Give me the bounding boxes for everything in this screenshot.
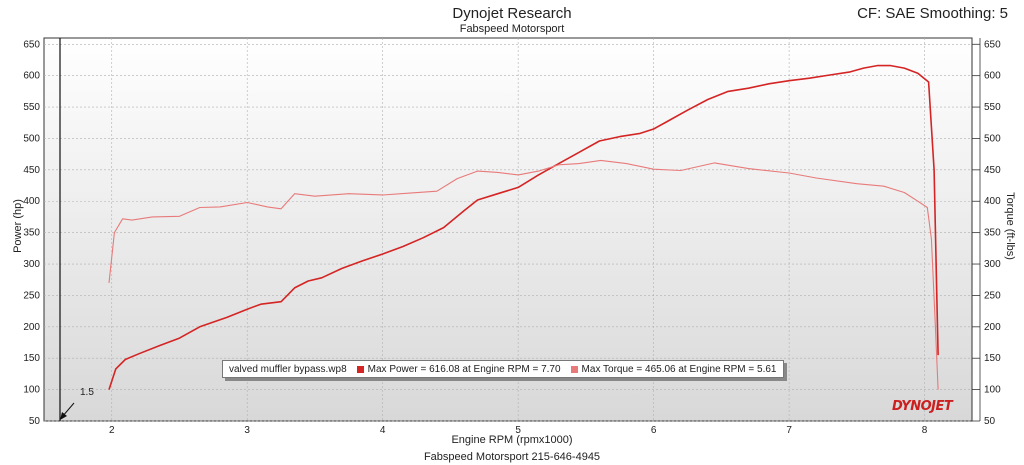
legend: valved muffler bypass.wp8 Max Power = 61… — [222, 360, 784, 378]
dynojet-logo: DYNOJET — [892, 399, 953, 414]
cursor-label: 1.5 — [80, 387, 94, 398]
y-tick-label-left: 350 — [23, 228, 40, 239]
y-tick-label-right: 550 — [984, 102, 1001, 113]
chart-title: Dynojet Research — [452, 5, 572, 22]
y-tick-label-left: 450 — [23, 165, 40, 176]
y-tick-label-right: 100 — [984, 385, 1001, 396]
y-tick-label-left: 250 — [23, 290, 40, 301]
y-tick-label-left: 550 — [23, 102, 40, 113]
y-tick-label-right: 600 — [984, 71, 1001, 82]
footer-text: Fabspeed Motorsport 215-646-4945 — [423, 451, 601, 463]
y-tick-label-right: 200 — [984, 322, 1001, 333]
x-tick-label: 3 — [244, 425, 250, 436]
chart-subtitle: Fabspeed Motorsport — [459, 23, 565, 35]
y-tick-label-left: 100 — [23, 385, 40, 396]
y-tick-label-left: 500 — [23, 133, 40, 144]
legend-max-power: Max Power = 616.08 at Engine RPM = 7.70 — [367, 363, 561, 375]
y-tick-label-left: 150 — [23, 353, 40, 364]
y-tick-label-left: 200 — [23, 322, 40, 333]
x-axis-label: Engine RPM (rpmx1000) — [451, 434, 573, 446]
y-tick-label-right: 400 — [984, 196, 1001, 207]
series-line-power — [108, 64, 939, 390]
legend-run-name: valved muffler bypass.wp8 — [229, 363, 347, 375]
y-tick-label-right: 650 — [984, 39, 1001, 50]
cursor-arrow-icon — [60, 412, 67, 420]
legend-power-swatch — [356, 365, 364, 373]
x-tick-label: 6 — [651, 425, 657, 436]
y-axis-label-left: Power (hp) — [12, 199, 24, 253]
y-tick-label-left: 400 — [23, 196, 40, 207]
x-tick-label: 2 — [109, 425, 115, 436]
y-tick-label-right: 250 — [984, 290, 1001, 301]
y-axis-label-right: Torque (ft-lbs) — [1004, 192, 1016, 260]
plot-area — [43, 37, 973, 422]
x-tick-label: 4 — [380, 425, 386, 436]
y-tick-label-right: 150 — [984, 353, 1001, 364]
y-tick-label-right: 300 — [984, 259, 1001, 270]
x-tick-label: 7 — [786, 425, 792, 436]
x-tick-label: 5 — [515, 425, 521, 436]
y-tick-label-right: 350 — [984, 228, 1001, 239]
y-tick-label-right: 500 — [984, 133, 1001, 144]
x-tick-label: 8 — [922, 425, 928, 436]
y-tick-label-left: 300 — [23, 259, 40, 270]
y-tick-label-left: 650 — [23, 39, 40, 50]
y-tick-label-right: 50 — [984, 416, 996, 427]
y-tick-label-left: 50 — [29, 416, 41, 427]
correction-factor-text: CF: SAE Smoothing: 5 — [857, 5, 1008, 22]
series-line-torque — [108, 159, 939, 390]
legend-torque-swatch — [570, 365, 578, 373]
legend-max-torque: Max Torque = 465.06 at Engine RPM = 5.61 — [581, 363, 777, 375]
y-tick-label-right: 450 — [984, 165, 1001, 176]
y-tick-label-left: 600 — [23, 71, 40, 82]
